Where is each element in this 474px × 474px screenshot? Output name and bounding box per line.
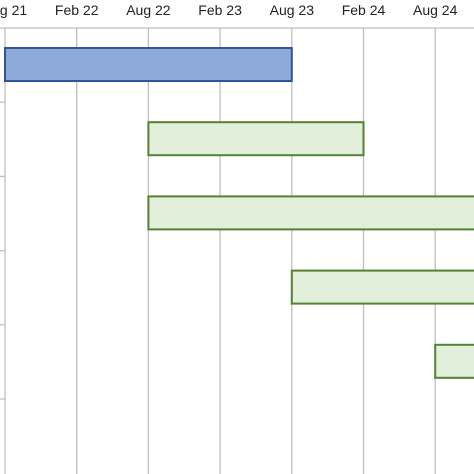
task-bar (147, 121, 365, 157)
x-tick-label: Feb 24 (342, 2, 386, 18)
x-tick-label: Feb 23 (198, 2, 242, 18)
x-tick-label: Feb 22 (55, 2, 99, 18)
task-bars (4, 47, 474, 379)
task-bar (4, 47, 293, 82)
task-bar (290, 269, 474, 305)
x-tick-label: Aug 21 (0, 2, 27, 18)
task-bar (434, 343, 474, 379)
x-tick-label: Aug 23 (270, 2, 315, 18)
gridlines (76, 28, 436, 474)
x-tick-label: Aug 22 (126, 2, 171, 18)
x-tick-label: Aug 24 (413, 2, 458, 18)
task-bar (147, 195, 474, 231)
